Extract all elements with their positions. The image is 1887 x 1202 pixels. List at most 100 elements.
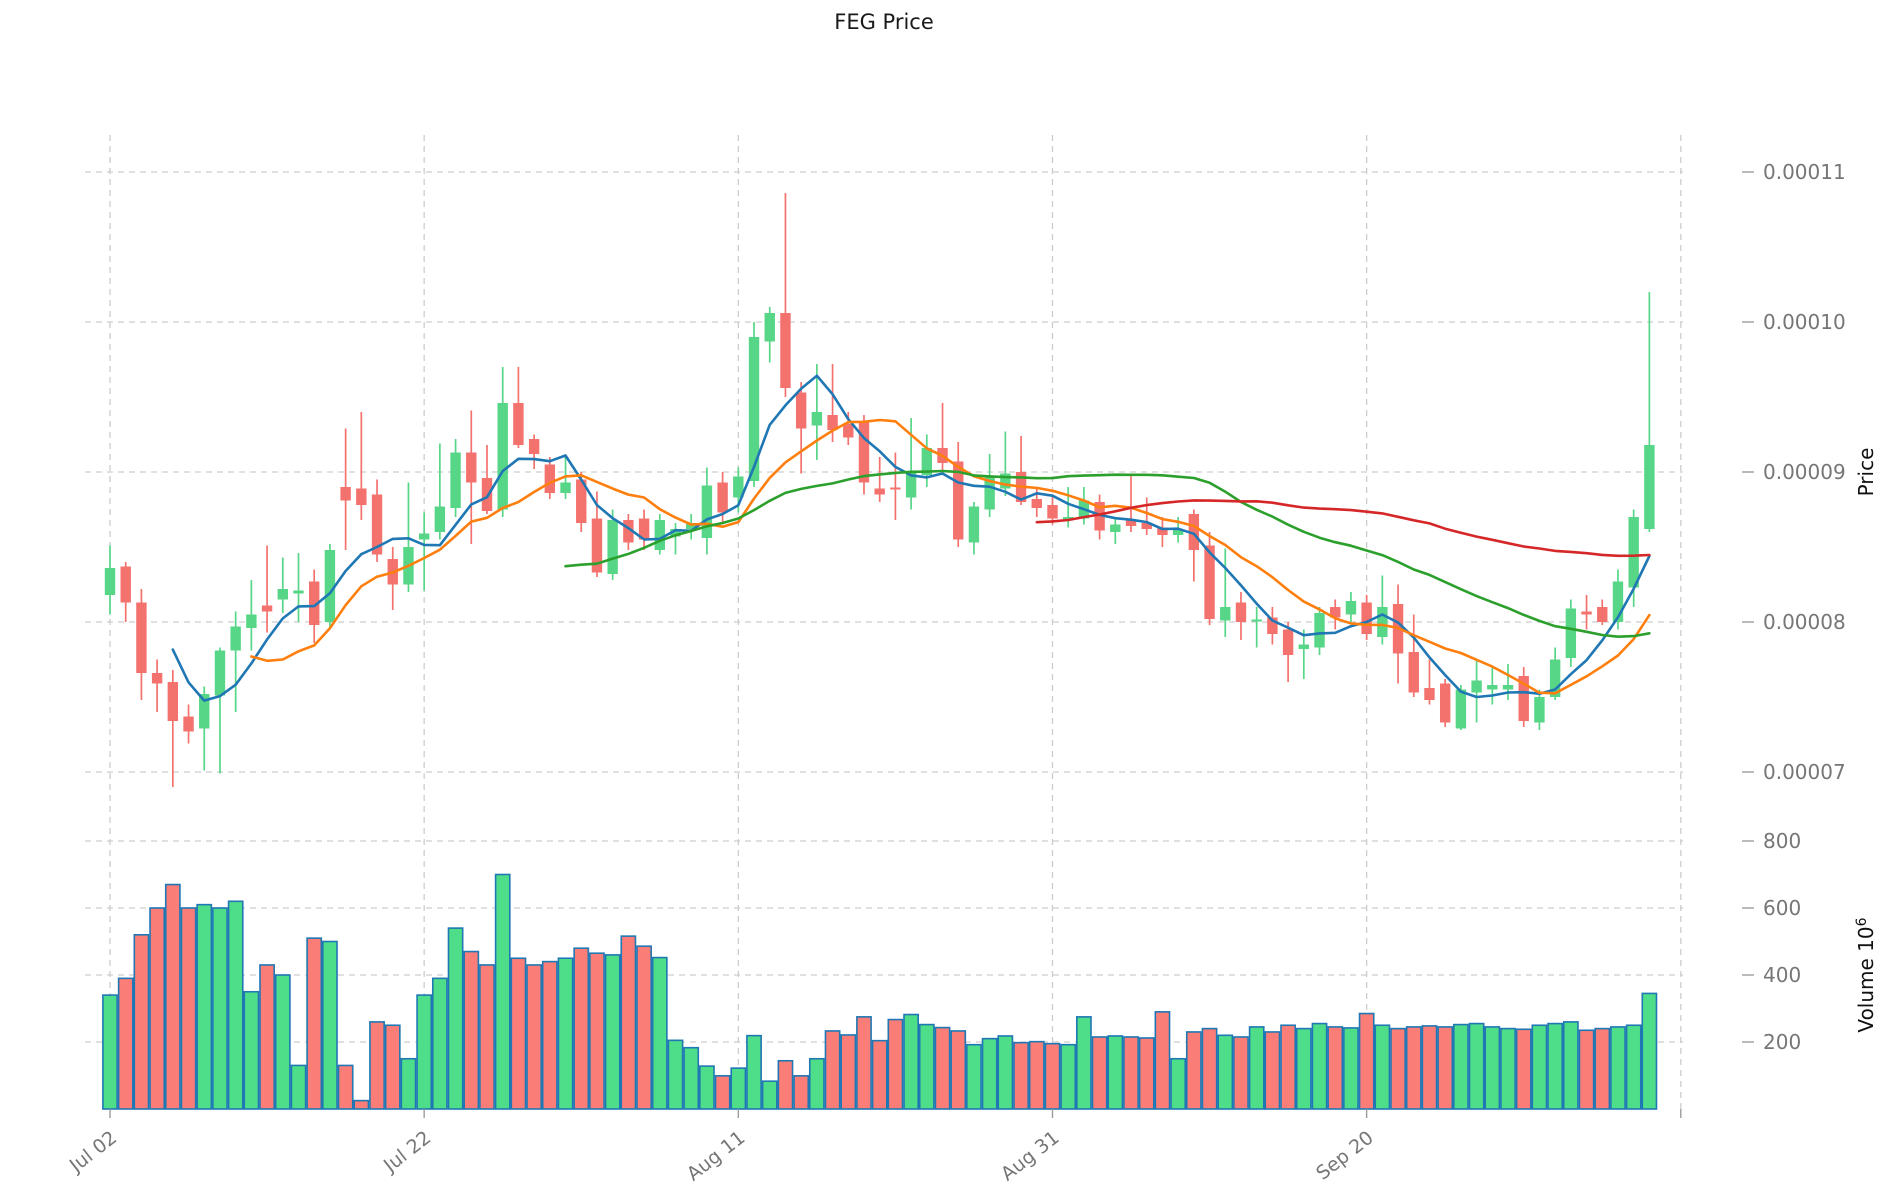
volume-bar xyxy=(290,1064,307,1110)
volume-bar xyxy=(400,1057,417,1110)
volume-bar xyxy=(164,883,181,1110)
volume-bar xyxy=(981,1037,998,1110)
candle-body xyxy=(843,424,854,438)
volume-bar xyxy=(102,994,118,1110)
volume-bar xyxy=(557,957,574,1110)
volume-bar xyxy=(1185,1031,1202,1110)
volume-bar xyxy=(714,1075,731,1110)
candle-body xyxy=(450,452,461,508)
volume-tick-label: 200 xyxy=(1763,1030,1801,1054)
candle-body xyxy=(1408,652,1419,693)
price-tick-label: 0.00008 xyxy=(1763,610,1846,634)
volume-bar xyxy=(1374,1024,1391,1110)
candle-body xyxy=(277,589,288,600)
candle-body xyxy=(890,487,901,490)
volume-bar xyxy=(651,956,668,1110)
price-tick-label: 0.00010 xyxy=(1763,310,1846,334)
price-tick-label: 0.00011 xyxy=(1763,160,1846,184)
volume-bar xyxy=(196,903,213,1110)
volume-bar xyxy=(918,1023,935,1110)
candle-body xyxy=(874,488,885,495)
candle-body xyxy=(293,590,304,594)
candle-body xyxy=(1172,529,1184,535)
candle-body xyxy=(1424,688,1435,700)
candle-body xyxy=(1628,517,1639,588)
volume-bar xyxy=(337,1064,354,1110)
candle-body xyxy=(670,529,681,537)
volume-bar xyxy=(730,1067,747,1110)
volume-bar xyxy=(1578,1029,1595,1110)
chart-title: FEG Price xyxy=(834,10,934,34)
volume-bar xyxy=(1562,1021,1579,1110)
candle-body xyxy=(136,602,147,673)
candle-body xyxy=(214,650,226,696)
candle-body xyxy=(1644,445,1655,529)
volume-bar xyxy=(683,1046,700,1110)
volume-bar xyxy=(1343,1027,1359,1110)
volume-bar xyxy=(1437,1026,1454,1110)
candle-body xyxy=(1047,505,1058,519)
volume-tick-label: 800 xyxy=(1763,829,1801,853)
volume-bar xyxy=(1091,1036,1108,1110)
volume-bar xyxy=(1280,1024,1296,1110)
candle-body xyxy=(623,520,634,543)
candle-body xyxy=(953,461,964,540)
candle-body xyxy=(261,605,273,612)
volume-panel xyxy=(102,873,1658,1110)
volume-bar xyxy=(840,1034,857,1110)
volume-bar xyxy=(777,1059,794,1110)
volume-bar xyxy=(510,957,527,1110)
volume-bar xyxy=(824,1030,841,1110)
volume-bar xyxy=(1264,1031,1281,1110)
volume-bar xyxy=(1405,1026,1422,1110)
candle-body xyxy=(1330,607,1341,618)
candle-body xyxy=(748,337,760,481)
candle-body xyxy=(1235,602,1247,622)
candle-body xyxy=(811,412,823,426)
candle-body xyxy=(230,626,241,651)
volume-bar xyxy=(463,950,480,1110)
candle-body xyxy=(1094,502,1105,531)
candle-body xyxy=(151,673,163,684)
candle-body xyxy=(497,403,508,510)
candle-body xyxy=(1597,607,1608,622)
volume-bar xyxy=(887,1018,904,1110)
candle-body xyxy=(1361,602,1372,634)
candle-body xyxy=(1518,676,1529,721)
candle-body xyxy=(1314,613,1325,648)
price-tick-label: 0.00007 xyxy=(1763,760,1846,784)
candle-body xyxy=(921,448,933,475)
candle-body xyxy=(1581,611,1592,615)
volume-bar xyxy=(746,1034,762,1110)
candle-body xyxy=(764,313,775,342)
candle-body xyxy=(120,566,131,603)
volume-bar xyxy=(369,1021,385,1110)
date-tick-label: Aug 31 xyxy=(997,1127,1064,1186)
volume-bar xyxy=(1531,1024,1548,1110)
candle-body xyxy=(638,518,650,540)
candle-body xyxy=(544,464,556,493)
candle-body xyxy=(1188,514,1200,550)
volume-bar xyxy=(1138,1037,1155,1110)
date-tick-label: Sep 20 xyxy=(1312,1127,1378,1185)
candle-body xyxy=(1000,473,1011,489)
candle-body xyxy=(371,494,383,555)
candle-body xyxy=(1267,617,1278,634)
volume-tick-label: 400 xyxy=(1763,963,1801,987)
candle-body xyxy=(1487,685,1498,690)
candle-body xyxy=(1282,629,1294,655)
volume-tick-label: 600 xyxy=(1763,896,1801,920)
volume-bar xyxy=(227,900,244,1110)
volume-bar xyxy=(1170,1057,1187,1110)
candle-body xyxy=(701,485,713,538)
volume-bar xyxy=(494,873,511,1110)
volume-bar xyxy=(808,1057,825,1110)
volume-bar xyxy=(1123,1036,1139,1110)
volume-bar xyxy=(1421,1025,1438,1110)
volume-bar xyxy=(353,1099,370,1110)
candle-body xyxy=(434,506,446,532)
candle-body xyxy=(167,682,179,721)
volume-bar xyxy=(1028,1040,1045,1110)
volume-bar xyxy=(997,1035,1014,1110)
date-tick-label: Jul 02 xyxy=(65,1127,121,1178)
